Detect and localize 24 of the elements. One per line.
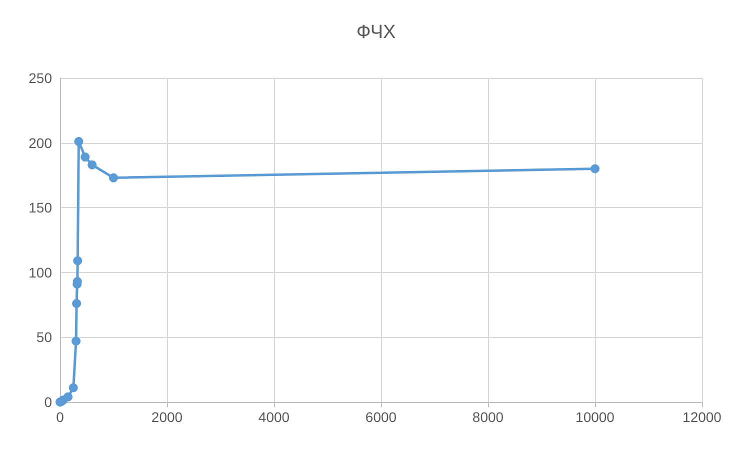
x-tick-label: 6000 (365, 409, 397, 425)
point (68, 383, 78, 392)
point (64, 392, 73, 402)
point (109, 173, 118, 182)
y-tick-label: 200 (28, 134, 52, 151)
y-tick-label: 100 (28, 264, 52, 280)
y-tick-label: 250 (28, 70, 52, 86)
point (88, 160, 97, 170)
point (74, 137, 84, 146)
point (73, 256, 82, 266)
x-tick-label: 12000 (682, 409, 722, 425)
x-tick-label: 8000 (472, 409, 504, 425)
y-tick-label: 150 (28, 200, 52, 216)
x-tick-label: 2000 (151, 409, 183, 425)
point (72, 299, 82, 308)
chart-title: ФЧХ (356, 22, 396, 43)
point (590, 164, 600, 174)
x-tick-label: 10000 (576, 409, 615, 425)
point (72, 336, 81, 346)
point (80, 152, 90, 162)
x-tick-label: 0 (56, 409, 64, 425)
y-tick-label: 0 (44, 394, 52, 410)
x-tick-label: 4000 (258, 409, 290, 425)
y-tick-label: 50 (36, 329, 52, 346)
